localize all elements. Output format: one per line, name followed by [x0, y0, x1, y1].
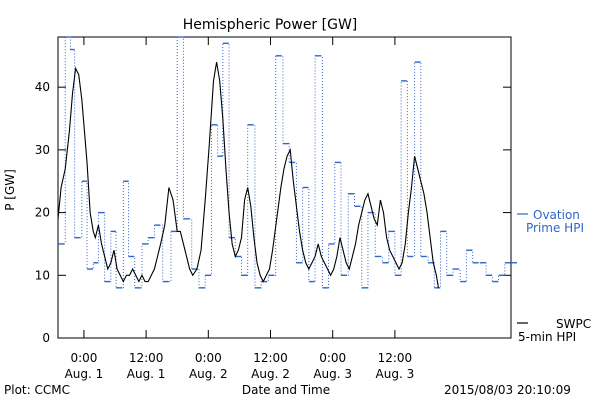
x-axis-ticks: 0:00 Aug. 1 12:00 Aug. 1 0:00 Aug. 2 12:00 Aug.… [65, 37, 415, 381]
x-tick-label-time: 12:00 [378, 351, 413, 365]
plot-frame [57, 36, 512, 339]
x-tick-label-time: 0:00 [319, 351, 346, 365]
x-axis-label: Date and Time [242, 383, 330, 397]
x-tick-label-date: Aug. 3 [313, 367, 352, 381]
x-tick-label-date: Aug. 3 [376, 367, 415, 381]
y-tick-label: 20 [35, 206, 50, 220]
x-tick-label-time: 12:00 [253, 351, 288, 365]
y-tick-label: 0 [42, 331, 50, 345]
series-swpc-line [57, 61, 439, 288]
y-tick-label: 30 [35, 143, 50, 157]
y-tick-label: 40 [35, 80, 50, 94]
y-axis-label: P [GW] [3, 169, 17, 211]
legend-swpc: SWPC 5-min HPI [517, 317, 591, 344]
chart-title: Hemispheric Power [GW] [183, 17, 358, 33]
x-tick-label-date: Aug. 2 [251, 367, 290, 381]
x-tick-label-time: 0:00 [70, 351, 97, 365]
x-tick-label-time: 12:00 [129, 351, 164, 365]
legend-swpc-line2: 5-min HPI [518, 330, 576, 344]
series-layer [57, 36, 517, 289]
y-axis-ticks: 0 10 20 30 40 [35, 80, 511, 345]
series-ovation-step-line [58, 36, 511, 289]
legend-swpc-line1: SWPC [556, 317, 591, 331]
x-tick-label-date: Aug. 2 [189, 367, 228, 381]
y-tick-label: 10 [35, 268, 50, 282]
x-tick-label-time: 0:00 [195, 351, 222, 365]
timestamp: 2015/08/03 20:10:09 [444, 383, 571, 397]
legend-ovation: Ovation Prime HPI [517, 208, 584, 235]
plot-credit: Plot: CCMC [4, 383, 70, 397]
legend-ovation-line2: Prime HPI [526, 221, 584, 235]
x-tick-label-date: Aug. 1 [65, 367, 104, 381]
legend-ovation-line1: Ovation [533, 208, 580, 222]
x-tick-label-date: Aug. 1 [127, 367, 166, 381]
